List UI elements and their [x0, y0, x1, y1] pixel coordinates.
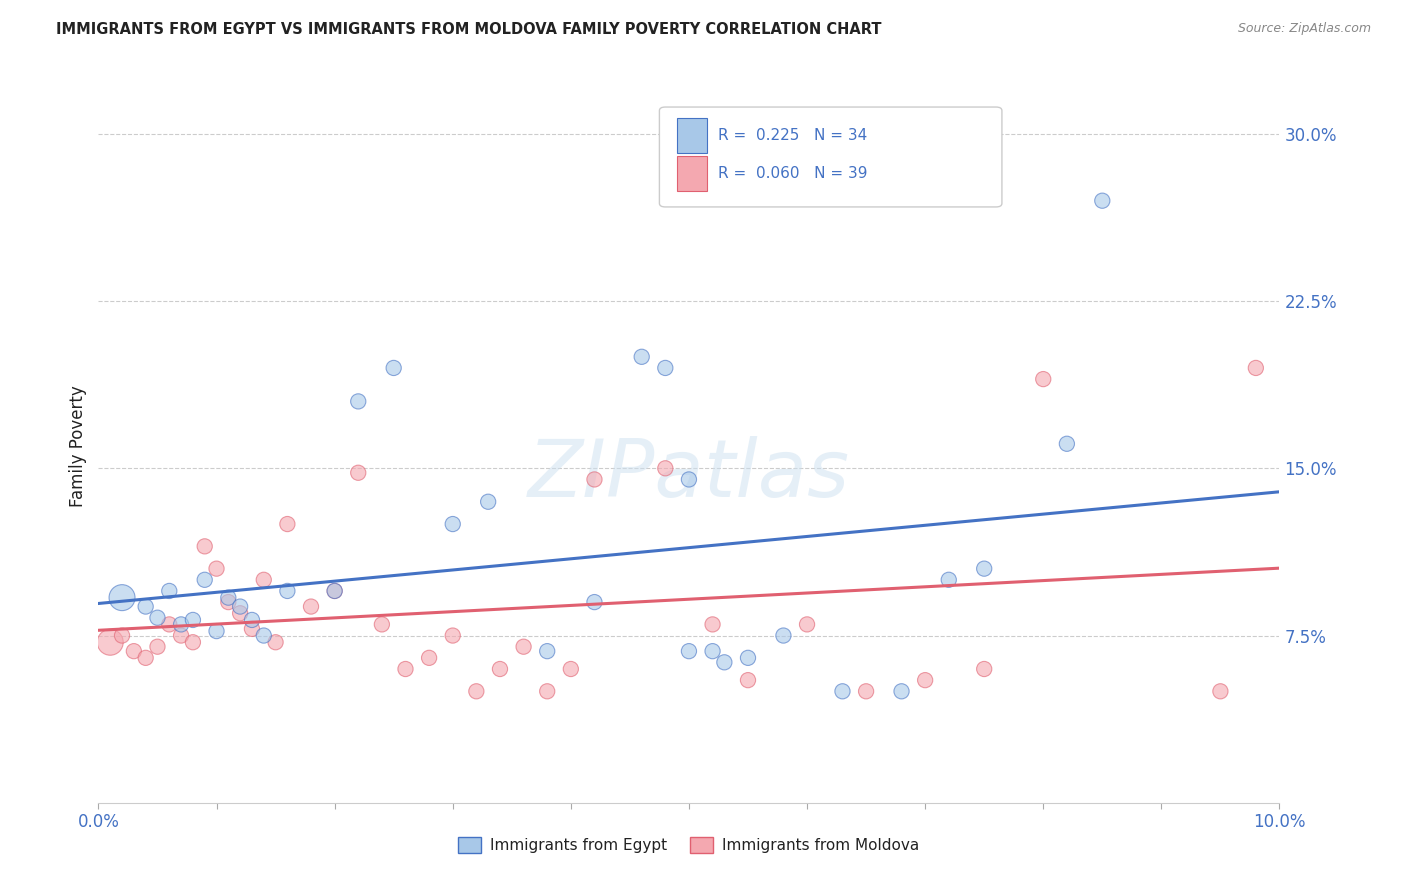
Point — [98, 635, 121, 649]
Point — [170, 628, 193, 642]
Point — [122, 644, 145, 658]
Point — [181, 613, 204, 627]
Point — [737, 673, 759, 687]
Point — [323, 583, 346, 598]
Point — [973, 662, 995, 676]
Point — [1091, 194, 1114, 208]
Point — [702, 617, 724, 632]
Point — [347, 394, 370, 409]
Point — [146, 610, 169, 624]
Point — [181, 635, 204, 649]
Text: Source: ZipAtlas.com: Source: ZipAtlas.com — [1237, 22, 1371, 36]
FancyBboxPatch shape — [659, 107, 1002, 207]
Point — [465, 684, 488, 698]
Text: IMMIGRANTS FROM EGYPT VS IMMIGRANTS FROM MOLDOVA FAMILY POVERTY CORRELATION CHAR: IMMIGRANTS FROM EGYPT VS IMMIGRANTS FROM… — [56, 22, 882, 37]
Point — [205, 624, 228, 639]
Point — [890, 684, 912, 698]
Point — [1056, 436, 1078, 450]
Point — [111, 591, 134, 605]
Text: ZIPatlas: ZIPatlas — [527, 435, 851, 514]
Point — [560, 662, 582, 676]
Point — [536, 644, 558, 658]
Point — [654, 360, 676, 375]
Point — [276, 516, 298, 531]
Point — [536, 684, 558, 698]
Point — [1209, 684, 1232, 698]
Point — [737, 651, 759, 665]
Point — [299, 599, 322, 614]
Point — [512, 640, 534, 654]
Point — [157, 617, 180, 632]
Point — [583, 595, 606, 609]
FancyBboxPatch shape — [678, 156, 707, 191]
Point — [418, 651, 440, 665]
Point — [702, 644, 724, 658]
Point — [135, 599, 157, 614]
Point — [855, 684, 877, 698]
Point — [678, 473, 700, 487]
FancyBboxPatch shape — [678, 119, 707, 153]
Point — [240, 613, 263, 627]
Point — [253, 628, 276, 642]
Point — [146, 640, 169, 654]
Y-axis label: Family Poverty: Family Poverty — [69, 385, 87, 507]
Point — [1244, 360, 1267, 375]
Point — [229, 599, 252, 614]
Point — [205, 562, 228, 576]
Point — [583, 473, 606, 487]
Point — [914, 673, 936, 687]
Point — [217, 595, 239, 609]
Point — [240, 622, 263, 636]
Point — [276, 583, 298, 598]
Point — [831, 684, 853, 698]
Point — [654, 461, 676, 475]
Point — [1032, 372, 1054, 386]
Text: R =  0.060   N = 39: R = 0.060 N = 39 — [718, 166, 868, 181]
Point — [630, 350, 652, 364]
Point — [713, 655, 735, 669]
Point — [477, 494, 499, 508]
Point — [371, 617, 394, 632]
Point — [382, 360, 405, 375]
Point — [678, 644, 700, 658]
Point — [441, 516, 464, 531]
Point — [194, 573, 217, 587]
Point — [796, 617, 818, 632]
Point — [973, 562, 995, 576]
Point — [217, 591, 239, 605]
Point — [441, 628, 464, 642]
Point — [253, 573, 276, 587]
Legend: Immigrants from Egypt, Immigrants from Moldova: Immigrants from Egypt, Immigrants from M… — [453, 831, 925, 859]
Point — [938, 573, 960, 587]
Point — [157, 583, 180, 598]
Text: R =  0.225   N = 34: R = 0.225 N = 34 — [718, 128, 868, 143]
Point — [323, 583, 346, 598]
Point — [394, 662, 416, 676]
Point — [194, 539, 217, 553]
Point — [135, 651, 157, 665]
Point — [170, 617, 193, 632]
Point — [347, 466, 370, 480]
Point — [489, 662, 512, 676]
Point — [111, 628, 134, 642]
Point — [772, 628, 794, 642]
Point — [229, 607, 252, 621]
Point — [264, 635, 287, 649]
